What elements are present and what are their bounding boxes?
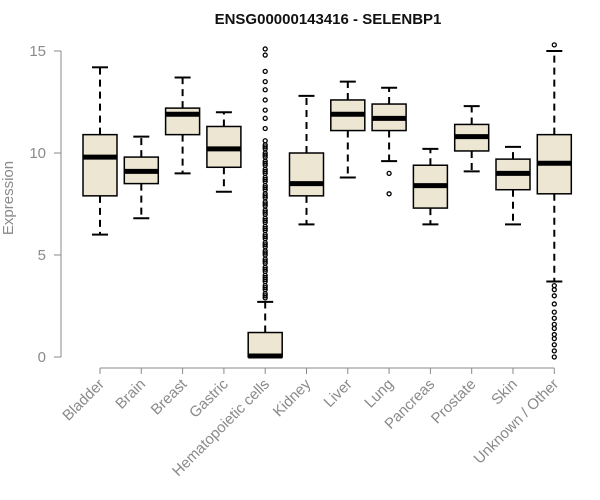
outlier-point (262, 144, 268, 150)
outlier-point (262, 107, 268, 113)
y-tick-label: 10 (29, 145, 46, 162)
box-group (123, 135, 160, 220)
iqr-box (82, 133, 118, 197)
outlier-point (262, 68, 268, 75)
chart-title: ENSG00000143416 - SELENBP1 (215, 11, 442, 28)
outlier-point (551, 348, 557, 354)
outlier-point (262, 87, 268, 93)
outlier-point (551, 331, 557, 338)
outlier-point (551, 335, 557, 342)
outlier-point (386, 170, 392, 177)
outlier-point (262, 233, 268, 240)
outlier-point (262, 225, 268, 232)
x-tick-label: Brain (112, 376, 149, 413)
iqr-box (288, 152, 325, 197)
outlier-point (262, 138, 268, 144)
box-group (412, 147, 449, 226)
outlier-point (262, 193, 268, 199)
outlier-point (551, 321, 557, 328)
outlier-point (262, 284, 268, 291)
outlier-point (262, 209, 268, 215)
box-group (164, 76, 201, 175)
outlier-point (262, 152, 268, 158)
x-tick-label: Breast (148, 375, 191, 418)
outlier-point (551, 301, 557, 307)
outlier-point (262, 185, 268, 191)
outlier-point (551, 282, 557, 289)
outlier-point (551, 293, 557, 299)
box-series (82, 42, 573, 360)
box-group (247, 46, 283, 359)
outlier-point (262, 274, 268, 281)
box-group (536, 42, 573, 360)
outlier-point (262, 266, 268, 272)
y-axis-label: Expression (0, 161, 17, 235)
outlier-point (262, 46, 268, 52)
y-tick-label: 15 (29, 43, 46, 60)
iqr-box (247, 331, 283, 358)
outlier-point (262, 293, 268, 299)
y-tick-label: 5 (38, 247, 46, 264)
outlier-point (551, 42, 557, 48)
box-group (330, 80, 366, 179)
x-tick-label: Kidney (270, 375, 315, 420)
box-group (82, 66, 118, 236)
outlier-point (551, 325, 557, 332)
x-tick-label: Skin (488, 376, 521, 409)
outlier-point (262, 97, 268, 103)
outlier-point (386, 191, 392, 197)
x-tick-label: Lung (361, 376, 397, 412)
outlier-point (262, 52, 268, 58)
box-group (495, 145, 531, 226)
outlier-point (551, 287, 557, 293)
outlier-point (551, 309, 557, 315)
box-group (453, 105, 490, 173)
outlier-point (262, 125, 268, 132)
outlier-point (262, 258, 268, 264)
outlier-point (262, 201, 268, 207)
outlier-point (262, 217, 268, 223)
outlier-point (262, 160, 268, 166)
outlier-point (262, 78, 268, 85)
outlier-point (262, 242, 268, 248)
outlier-point (262, 176, 268, 183)
box-group (371, 86, 407, 197)
x-tick-label: Prostate (428, 376, 480, 428)
x-tick-label: Liver (321, 376, 356, 411)
box-group (288, 94, 325, 226)
outlier-point (262, 115, 268, 121)
outlier-point (262, 250, 268, 256)
y-tick-label: 0 (38, 349, 46, 366)
x-tick-label: Bladder (59, 376, 108, 425)
outlier-point (551, 354, 557, 360)
outlier-point (262, 168, 268, 175)
outlier-point (551, 315, 557, 321)
outlier-point (551, 342, 557, 348)
y-axis: 0 5 10 15 (29, 43, 62, 366)
box-group (206, 111, 242, 193)
